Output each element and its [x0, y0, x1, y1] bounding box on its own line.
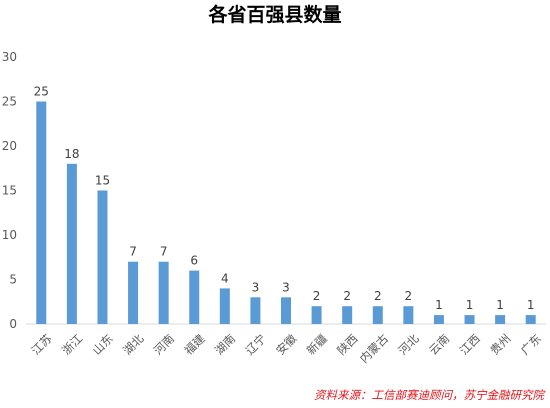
source-note: 资料来源：工信部赛迪顾问，苏宁金融研究院 [314, 388, 545, 402]
y-tick-label: 0 [9, 317, 17, 331]
category-label: 山东 [90, 331, 116, 357]
category-label: 福建 [181, 331, 208, 358]
bar [525, 315, 536, 324]
y-tick-label: 25 [2, 95, 17, 109]
data-label: 3 [282, 280, 290, 294]
bar [281, 297, 291, 324]
category-label: 湖北 [120, 331, 147, 358]
bar [158, 261, 169, 324]
category-label: 江苏 [28, 331, 54, 357]
data-label: 2 [405, 289, 413, 303]
bar [342, 306, 353, 324]
y-tick-label: 15 [2, 184, 17, 198]
category-label: 河南 [151, 331, 177, 357]
data-label: 7 [129, 245, 137, 259]
category-label: 辽宁 [243, 331, 269, 357]
category-label: 安徽 [273, 331, 300, 358]
data-label: 1 [435, 298, 443, 312]
bar [219, 288, 230, 324]
data-label: 2 [343, 289, 351, 303]
category-label: 江西 [457, 331, 483, 357]
data-label: 6 [190, 254, 198, 268]
y-tick-label: 10 [2, 228, 17, 242]
bar [97, 190, 108, 324]
category-label: 广东 [518, 331, 544, 357]
bar [495, 315, 506, 324]
data-label: 4 [221, 271, 229, 285]
bar [128, 261, 139, 324]
category-label: 云南 [426, 331, 452, 357]
category-label: 内蒙古 [357, 331, 391, 365]
bar [311, 306, 322, 324]
bar [66, 163, 77, 324]
bar [403, 306, 414, 324]
y-tick-label: 30 [2, 50, 17, 64]
data-label: 7 [160, 245, 168, 259]
data-label: 1 [466, 298, 474, 312]
y-tick-label: 5 [9, 273, 17, 287]
data-label: 15 [95, 174, 110, 188]
data-label: 3 [252, 280, 260, 294]
data-label: 2 [374, 289, 382, 303]
data-label: 25 [34, 85, 49, 99]
data-label: 1 [527, 298, 535, 312]
category-label: 贵州 [487, 331, 513, 357]
bar [189, 270, 200, 324]
category-label: 湖南 [212, 331, 238, 357]
data-labels-group: 25 18 15 7 7 6 4 3 3 2 2 2 2 1 1 1 1 [34, 85, 535, 313]
data-label: 1 [496, 298, 504, 312]
data-label: 18 [64, 147, 79, 161]
bar [36, 101, 47, 324]
chart-title: 各省百强县数量 [207, 3, 341, 26]
data-label: 2 [313, 289, 321, 303]
bar [433, 315, 444, 324]
bar [372, 306, 383, 324]
category-label: 新疆 [304, 331, 331, 358]
category-label: 浙江 [59, 331, 86, 358]
category-label: 河北 [396, 331, 423, 358]
bar [250, 297, 261, 324]
y-tick-label: 20 [2, 139, 17, 153]
y-axis-ticks: 0 5 10 15 20 25 30 [2, 50, 17, 331]
bar [464, 315, 475, 324]
category-label: 陕西 [334, 331, 360, 357]
bars-group [36, 101, 536, 324]
